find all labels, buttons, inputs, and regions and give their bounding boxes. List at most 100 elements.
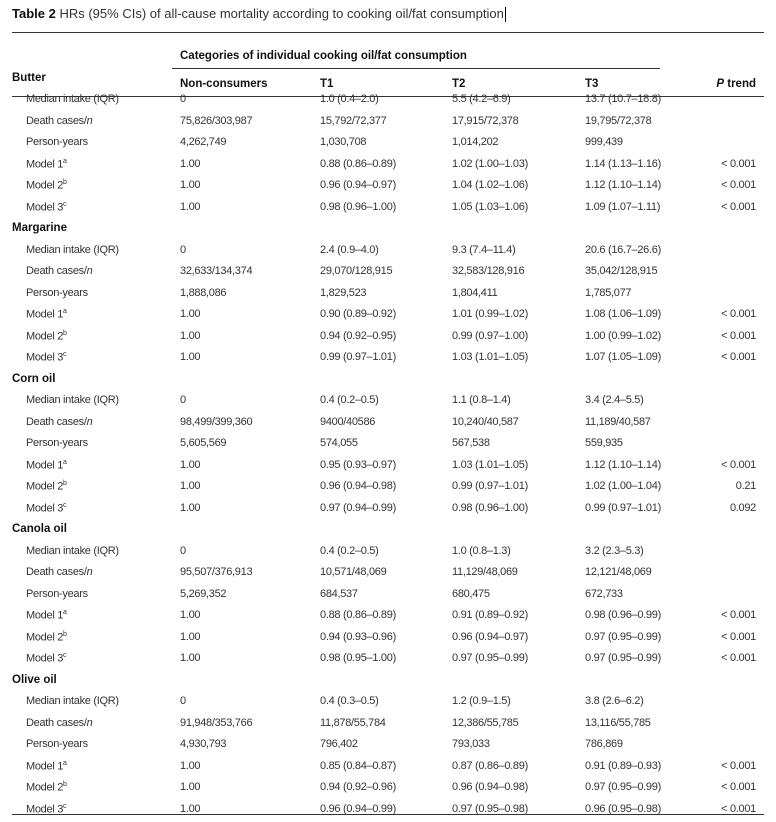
- row-label-text: Death cases/: [26, 415, 87, 428]
- cell-t2: 0.96 (0.94–0.98): [452, 781, 528, 793]
- group-header: Olive oil: [12, 673, 57, 686]
- cell-t1: 29,070/128,915: [320, 265, 393, 277]
- row-label: Model 1a: [26, 609, 67, 622]
- cell-t3: 3.2 (2.3–5.3): [585, 544, 644, 557]
- cell-t3: 0.97 (0.95–0.99): [585, 630, 661, 643]
- footnote-marker: a: [63, 157, 67, 165]
- cell-t2: 0.91 (0.89–0.92): [452, 609, 528, 621]
- cell-t3: 1,785,077: [585, 286, 632, 299]
- row-label: Model 2b: [26, 179, 67, 192]
- cell-t1: 0.98 (0.95–1.00): [320, 652, 396, 664]
- row-label: Death cases/n: [26, 716, 93, 729]
- table-row: Median intake (IQR) 0 0.4 (0.3–0.5) 1.2 (0.…: [0, 692, 776, 714]
- row-label: Person-years: [26, 287, 88, 299]
- row-label: Person-years: [26, 136, 88, 148]
- top-rule: [12, 32, 764, 33]
- cell-t2: 0.99 (0.97–1.00): [452, 329, 528, 342]
- footnote-marker: a: [63, 609, 67, 616]
- footnote-marker: c: [63, 351, 67, 358]
- cell-t2: 1.1 (0.8–1.4): [452, 394, 511, 406]
- cell-t3: 3.8 (2.6–6.2): [585, 695, 644, 707]
- row-label-text: Person-years: [26, 286, 88, 299]
- row-label: Model 1a: [26, 459, 67, 472]
- cell-non-consumers: 91,948/353,766: [180, 716, 253, 729]
- row-label: Median intake (IQR): [26, 244, 119, 256]
- row-label: Median intake (IQR): [26, 695, 119, 707]
- cell-p-trend: < 0.001: [721, 802, 756, 815]
- row-label: Person-years: [26, 588, 88, 600]
- cell-t1: 0.96 (0.94–0.99): [320, 802, 396, 815]
- col-header-t3: T3: [585, 78, 599, 90]
- table-row: Median intake (IQR) 0 1.0 (0.4–2.0) 5.5 (4.…: [0, 90, 776, 112]
- footnote-marker: b: [63, 179, 67, 186]
- row-label-text: Model 2: [26, 480, 64, 493]
- cell-p-trend: < 0.001: [721, 652, 756, 664]
- cell-t2: 1.04 (1.02–1.06): [452, 179, 528, 191]
- cell-p-trend: < 0.001: [721, 157, 756, 170]
- table-row: Death cases/n 95,507/376,913 10,571/48,069…: [0, 563, 776, 585]
- col-header-p-trend: P trend: [716, 78, 756, 90]
- cell-t3: 1.09 (1.07–1.11): [585, 200, 661, 213]
- cell-t1: 0.90 (0.89–0.92): [320, 308, 396, 320]
- row-label: Person-years: [26, 738, 88, 750]
- row-label-text: Death cases/: [26, 716, 87, 729]
- footnote-marker: a: [63, 458, 67, 466]
- row-label: Model 3c: [26, 802, 67, 816]
- cell-t1: 1,030,708: [320, 136, 367, 148]
- row-label: Model 2b: [26, 781, 67, 794]
- cell-t2: 567,538: [452, 437, 490, 449]
- footnote-marker: c: [63, 802, 67, 810]
- row-label-text: Death cases/: [26, 265, 87, 277]
- table-row: Median intake (IQR) 0 0.4 (0.2–0.5) 1.1 (0.…: [0, 391, 776, 413]
- cell-t3: 0.97 (0.95–0.99): [585, 781, 661, 793]
- cell-t1: 684,537: [320, 587, 358, 600]
- cell-t1: 0.97 (0.94–0.99): [320, 501, 396, 514]
- row-label-text: Model 2: [26, 631, 64, 644]
- cell-t1: 0.98 (0.96–1.00): [320, 200, 396, 213]
- row-label-text: Median intake (IQR): [26, 544, 119, 557]
- table-row: Death cases/n 32,633/134,374 29,070/128,91…: [0, 262, 776, 284]
- row-label: Death cases/n: [26, 114, 93, 127]
- row-label: Death cases/n: [26, 265, 93, 277]
- cell-non-consumers: 32,633/134,374: [180, 265, 253, 277]
- cell-t2: 1.03 (1.01–1.05): [452, 458, 528, 471]
- group-header: Butter: [12, 71, 46, 84]
- cell-t2: 17,915/72,378: [452, 114, 519, 127]
- cell-non-consumers: 1.00: [180, 501, 201, 514]
- cell-t1: 10,571/48,069: [320, 566, 387, 578]
- cell-t3: 0.99 (0.97–1.01): [585, 501, 661, 514]
- row-label-text: Death cases/: [26, 114, 87, 127]
- cell-t3: 0.97 (0.95–0.99): [585, 652, 661, 664]
- footnote-marker: b: [63, 781, 67, 788]
- cell-p-trend: 0.092: [729, 501, 756, 514]
- cell-p-trend: < 0.001: [721, 630, 756, 643]
- cell-t3: 1.00 (0.99–1.02): [585, 329, 661, 342]
- table-row: Model 2b 1.00 0.96 (0.94–0.97) 1.04 (1.02–1…: [0, 176, 776, 198]
- cell-t1: 0.94 (0.93–0.96): [320, 630, 396, 643]
- cell-non-consumers: 1.00: [180, 157, 201, 170]
- cell-p-trend: 0.21: [735, 480, 757, 492]
- cell-non-consumers: 1.00: [180, 351, 201, 363]
- cell-p-trend: < 0.001: [721, 759, 756, 772]
- row-label-text: Median intake (IQR): [26, 243, 119, 256]
- cell-non-consumers: 1.00: [180, 630, 201, 643]
- row-label-text: Median intake (IQR): [26, 394, 119, 406]
- row-label-text: Model 2: [26, 781, 64, 794]
- row-label: Model 2b: [26, 480, 67, 493]
- cell-t3: 19,795/72,378: [585, 114, 652, 127]
- col-header-t1: T1: [320, 78, 334, 90]
- cell-t3: 12,121/48,069: [585, 566, 652, 578]
- row-label-text: Model 3: [26, 652, 64, 665]
- row-label-text: Model 3: [26, 351, 64, 364]
- row-label-text: Model 3: [26, 502, 64, 515]
- cell-t3: 20.6 (16.7–26.6): [585, 243, 661, 256]
- cell-non-consumers: 1,888,086: [180, 286, 227, 299]
- footnote-marker: a: [63, 759, 67, 767]
- cell-t3: 999,439: [585, 136, 623, 148]
- cell-t1: 0.94 (0.92–0.96): [320, 781, 396, 793]
- row-label: Median intake (IQR): [26, 93, 119, 105]
- cell-non-consumers: 5,269,352: [180, 587, 227, 600]
- cell-non-consumers: 0: [180, 695, 186, 707]
- cell-p-trend: < 0.001: [721, 609, 756, 621]
- cell-t3: 786,869: [585, 738, 623, 750]
